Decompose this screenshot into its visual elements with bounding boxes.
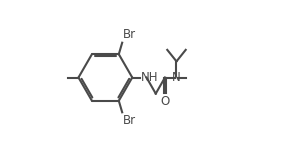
Text: NH: NH — [141, 71, 158, 84]
Text: O: O — [160, 95, 170, 108]
Text: N: N — [172, 71, 181, 84]
Text: Br: Br — [123, 29, 136, 42]
Text: Br: Br — [123, 113, 136, 126]
